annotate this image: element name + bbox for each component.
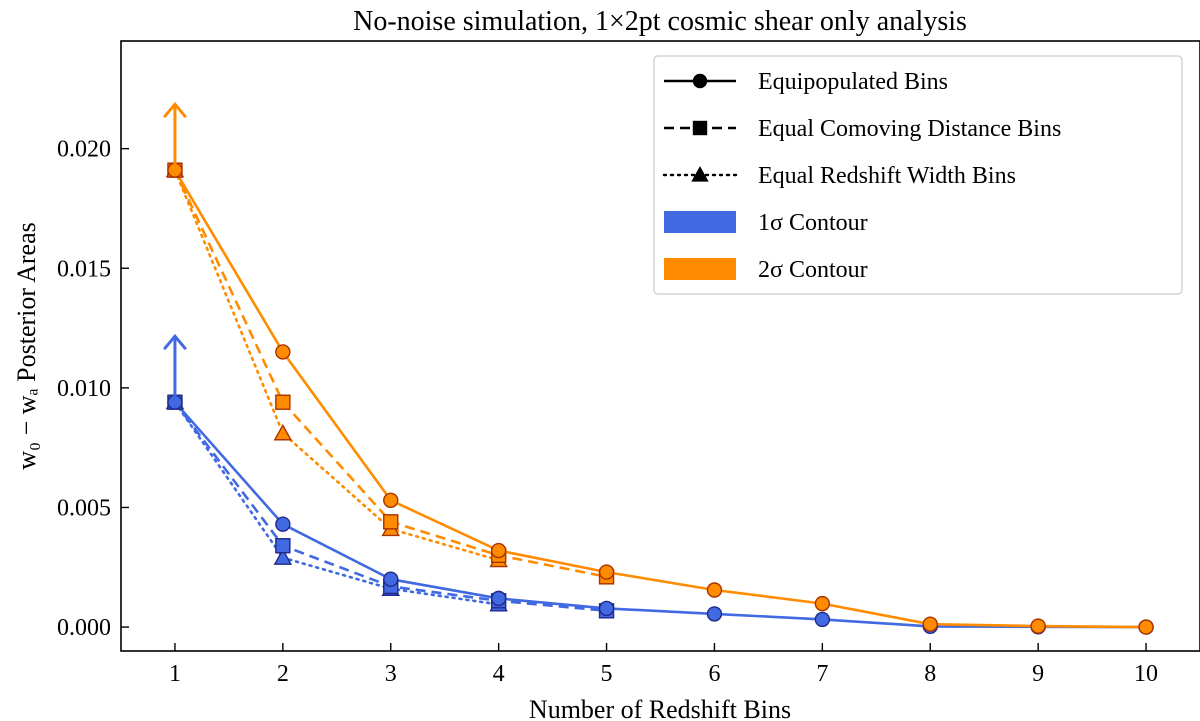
- legend-marker-circle: [692, 73, 708, 89]
- data-point-circle: [490, 590, 507, 607]
- data-point-circle: [706, 582, 723, 598]
- legend-swatch: [664, 258, 736, 280]
- x-tick-label: 6: [708, 661, 720, 687]
- legend: Equipopulated Bins Equal Comoving Distanc…: [653, 55, 1183, 295]
- data-point-circle: [814, 611, 831, 628]
- x-tick-label: 4: [493, 661, 505, 687]
- legend-entry: 2σ Contour: [664, 257, 868, 283]
- data-point-square: [275, 538, 291, 554]
- data-point-circle: [922, 616, 938, 632]
- legend-label: Equipopulated Bins: [758, 69, 948, 95]
- series-line: [173, 400, 500, 606]
- legend-box: [653, 55, 1183, 295]
- series-markers: [165, 160, 508, 568]
- x-tick-label: 10: [1134, 661, 1158, 687]
- legend-label: Equal Comoving Distance Bins: [758, 116, 1061, 142]
- data-point-circle: [383, 571, 399, 587]
- x-tick-label: 9: [1032, 661, 1044, 687]
- x-tick-label: 2: [277, 661, 289, 687]
- lower-limit-arrow: [163, 101, 187, 171]
- x-tick-label: 7: [816, 661, 828, 687]
- y-tick-label: 0.000: [57, 615, 111, 641]
- x-tick-label: 5: [601, 661, 613, 687]
- legend-entry: Equipopulated Bins: [664, 69, 948, 95]
- legend-entry: Equal Redshift Width Bins: [662, 163, 1016, 189]
- legend-swatch: [664, 211, 736, 233]
- x-tick-label: 3: [385, 661, 397, 687]
- data-point-square: [275, 394, 291, 410]
- data-point-circle: [598, 564, 615, 580]
- series-circle-1sigma: [173, 401, 1147, 629]
- data-point-circle: [598, 600, 615, 617]
- legend-entry: Equal Comoving Distance Bins: [664, 116, 1061, 142]
- series-line: [173, 168, 500, 562]
- data-point-circle: [1138, 619, 1154, 635]
- legend-entry: 1σ Contour: [664, 210, 868, 236]
- data-point-circle: [1030, 618, 1046, 634]
- data-point-triangle: [273, 423, 293, 441]
- axis-ticks: 1 2 3 4 5 6 7 8 9 10 0.000 0.005 0.010 0.015 0.020: [57, 137, 1158, 687]
- x-tick-label: 8: [924, 661, 936, 687]
- data-point-triangle: [273, 548, 293, 565]
- legend-marker-square: [692, 120, 708, 136]
- y-tick-label: 0.005: [57, 495, 111, 521]
- lower-limit-arrows: [163, 101, 187, 403]
- series-markers: [167, 162, 615, 585]
- series-circle-2sigma: [173, 169, 1147, 629]
- series-markers: [167, 394, 1154, 635]
- y-tick-label: 0.020: [57, 137, 111, 163]
- data-point-circle: [383, 492, 399, 508]
- series-layer: [165, 160, 1154, 635]
- legend-label: 1σ Contour: [758, 210, 868, 236]
- series-line: [173, 401, 1147, 629]
- data-point-square: [383, 514, 399, 530]
- plot-frame: [120, 40, 1200, 652]
- legend-label: Equal Redshift Width Bins: [758, 163, 1016, 189]
- series-triangle-2sigma: [173, 168, 500, 562]
- data-point-circle: [706, 606, 723, 622]
- y-tick-label: 0.010: [57, 376, 111, 402]
- lower-limit-arrow: [163, 333, 187, 403]
- y-tick-label: 0.015: [57, 256, 111, 282]
- y-axis-title: w₀ − wₐ Posterior Areas: [12, 222, 41, 469]
- x-axis-title: Number of Redshift Bins: [529, 695, 791, 721]
- legend-label: 2σ Contour: [758, 257, 868, 283]
- chart-title: No-noise simulation, 1×2pt cosmic shear …: [353, 6, 967, 37]
- data-point-circle: [275, 516, 291, 532]
- series-line: [173, 169, 1147, 629]
- legend-marker-triangle: [691, 166, 709, 182]
- x-tick-label: 1: [169, 661, 181, 687]
- data-point-circle: [814, 595, 831, 612]
- data-point-circle: [275, 344, 291, 360]
- series-triangle-1sigma: [173, 400, 500, 606]
- series-markers: [167, 162, 1154, 635]
- data-point-circle: [490, 542, 507, 559]
